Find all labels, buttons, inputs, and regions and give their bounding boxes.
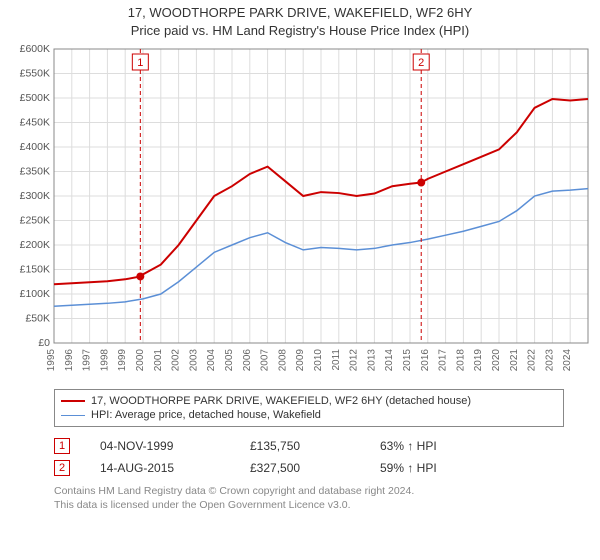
svg-text:2013: 2013 — [366, 349, 377, 372]
svg-text:2007: 2007 — [260, 349, 271, 372]
svg-text:£300K: £300K — [20, 190, 50, 202]
svg-text:2002: 2002 — [171, 349, 182, 372]
marker-date-2: 14-AUG-2015 — [100, 461, 220, 475]
svg-text:2009: 2009 — [295, 349, 306, 372]
footer-attribution: Contains HM Land Registry data © Crown c… — [54, 485, 594, 512]
chart-title-block: 17, WOODTHORPE PARK DRIVE, WAKEFIELD, WF… — [6, 4, 594, 39]
footer-line1: Contains HM Land Registry data © Crown c… — [54, 485, 594, 499]
svg-text:2021: 2021 — [509, 349, 520, 372]
svg-text:£150K: £150K — [20, 264, 50, 276]
footer-line2: This data is licensed under the Open Gov… — [54, 499, 594, 513]
svg-text:2004: 2004 — [206, 349, 217, 372]
marker-row-1: 1 04-NOV-1999 £135,750 63% ↑ HPI — [54, 435, 594, 457]
svg-text:2023: 2023 — [544, 349, 555, 372]
svg-text:2006: 2006 — [242, 349, 253, 372]
svg-text:2003: 2003 — [188, 349, 199, 372]
svg-text:2016: 2016 — [420, 349, 431, 372]
svg-text:£0: £0 — [38, 337, 50, 349]
svg-text:1999: 1999 — [117, 349, 128, 372]
svg-text:£400K: £400K — [20, 141, 50, 153]
svg-text:2000: 2000 — [135, 349, 146, 372]
svg-text:1995: 1995 — [46, 349, 57, 372]
svg-text:£350K: £350K — [20, 166, 50, 178]
chart-title-line1: 17, WOODTHORPE PARK DRIVE, WAKEFIELD, WF… — [6, 4, 594, 22]
svg-text:2005: 2005 — [224, 349, 235, 372]
svg-text:£200K: £200K — [20, 239, 50, 251]
svg-text:2019: 2019 — [473, 349, 484, 372]
svg-text:1: 1 — [137, 57, 143, 69]
price-chart: £0 £50K £100K £150K £200K £250K £300K £350K £400… — [6, 43, 594, 383]
svg-text:2008: 2008 — [277, 349, 288, 372]
svg-text:£550K: £550K — [20, 68, 50, 80]
marker-badge-1: 1 — [54, 438, 70, 454]
svg-text:2010: 2010 — [313, 349, 324, 372]
legend-label-series1: 17, WOODTHORPE PARK DRIVE, WAKEFIELD, WF… — [91, 395, 471, 407]
marker-price-1: £135,750 — [250, 439, 350, 453]
marker-date-1: 04-NOV-1999 — [100, 439, 220, 453]
svg-text:2001: 2001 — [153, 349, 164, 372]
svg-text:2017: 2017 — [438, 349, 449, 372]
legend-swatch-series2 — [61, 415, 85, 416]
marker-row-2: 2 14-AUG-2015 £327,500 59% ↑ HPI — [54, 457, 594, 479]
svg-text:1998: 1998 — [99, 349, 110, 372]
svg-text:2018: 2018 — [455, 349, 466, 372]
marker-badge-2: 2 — [54, 460, 70, 476]
svg-text:£50K: £50K — [25, 313, 50, 325]
markers-table: 1 04-NOV-1999 £135,750 63% ↑ HPI 2 14-AU… — [54, 435, 594, 479]
marker-price-2: £327,500 — [250, 461, 350, 475]
legend-item-series1: 17, WOODTHORPE PARK DRIVE, WAKEFIELD, WF… — [61, 394, 557, 408]
svg-text:£100K: £100K — [20, 288, 50, 300]
svg-text:£600K: £600K — [20, 43, 50, 55]
svg-text:2015: 2015 — [402, 349, 413, 372]
legend-swatch-series1 — [61, 400, 85, 402]
svg-text:£500K: £500K — [20, 92, 50, 104]
legend-item-series2: HPI: Average price, detached house, Wake… — [61, 408, 557, 422]
legend-box: 17, WOODTHORPE PARK DRIVE, WAKEFIELD, WF… — [54, 389, 564, 427]
svg-text:£450K: £450K — [20, 117, 50, 129]
marker-hpi-1: 63% ↑ HPI — [380, 439, 500, 453]
marker-hpi-2: 59% ↑ HPI — [380, 461, 500, 475]
chart-title-line2: Price paid vs. HM Land Registry's House … — [6, 22, 594, 40]
svg-text:1996: 1996 — [64, 349, 75, 372]
svg-text:2024: 2024 — [562, 349, 573, 372]
svg-text:2011: 2011 — [331, 349, 342, 371]
below-chart: 17, WOODTHORPE PARK DRIVE, WAKEFIELD, WF… — [6, 389, 594, 512]
chart-area: £0 £50K £100K £150K £200K £250K £300K £350K £400… — [6, 43, 594, 383]
svg-text:2012: 2012 — [349, 349, 360, 372]
svg-text:2020: 2020 — [491, 349, 502, 372]
svg-text:£250K: £250K — [20, 215, 50, 227]
legend-label-series2: HPI: Average price, detached house, Wake… — [91, 409, 321, 421]
svg-text:2022: 2022 — [527, 349, 538, 372]
svg-text:1997: 1997 — [82, 349, 93, 372]
svg-text:2: 2 — [418, 57, 424, 69]
svg-text:2014: 2014 — [384, 349, 395, 372]
